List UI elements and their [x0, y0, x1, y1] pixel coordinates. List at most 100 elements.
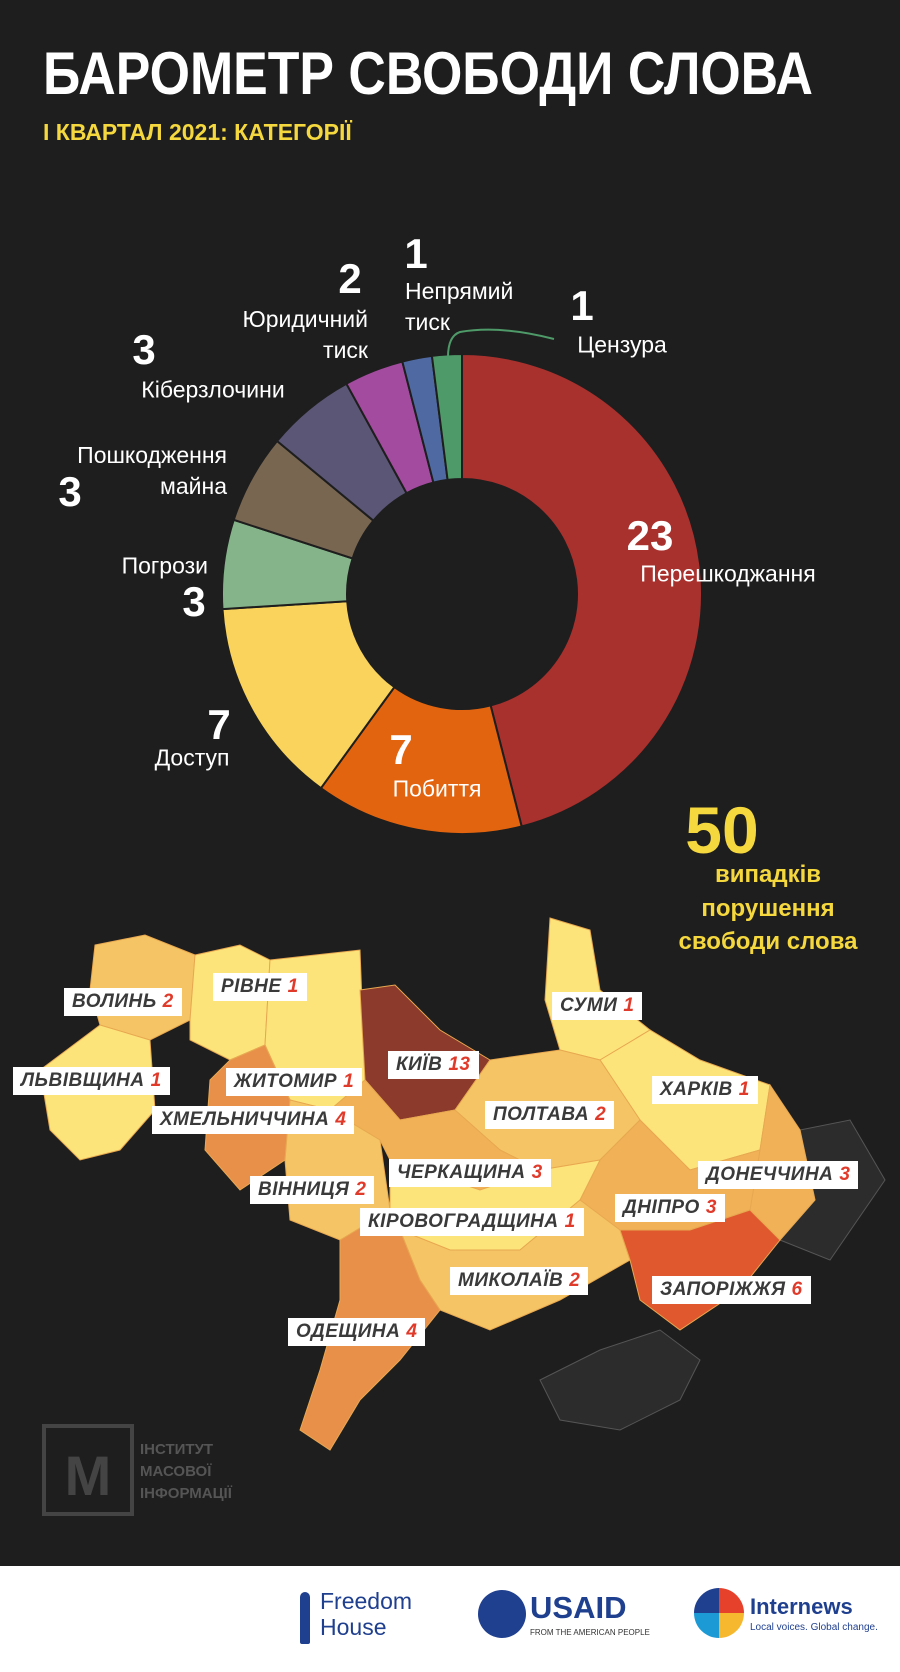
category-label: Погрози — [121, 552, 208, 579]
region-label: ХМЕЛЬНИЧЧИНА 4 — [152, 1106, 355, 1134]
region-label: ХАРКІВ 1 — [652, 1076, 758, 1104]
seal-icon — [478, 1590, 526, 1638]
total-value: 50 — [685, 793, 759, 867]
region-label: ЗАПОРІЖЖЯ 6 — [652, 1276, 811, 1304]
region-name: ЧЕРКАЩИНА — [397, 1162, 526, 1183]
region-name: РІВНЕ — [221, 976, 282, 997]
region-name: МИКОЛАЇВ — [458, 1270, 564, 1291]
data-label: 7 — [389, 726, 413, 773]
region-name: ДНІПРО — [623, 1197, 700, 1218]
region-value: 1 — [623, 995, 635, 1016]
region-name: ЛЬВІВЩИНА — [21, 1070, 145, 1091]
region — [544, 917, 651, 1061]
chart-subtitle: І КВАРТАЛ 2021: КАТЕГОРІЇ — [43, 119, 352, 145]
region-value: 2 — [595, 1104, 607, 1125]
donut-slice — [319, 685, 523, 835]
watermark-text: МАСОВОЇ — [140, 1463, 212, 1480]
data-label: 1 — [404, 230, 428, 277]
total-caption: порушення — [701, 894, 835, 922]
region-label: ДНІПРО 3 — [615, 1194, 725, 1222]
region-value: 2 — [355, 1179, 367, 1200]
watermark-icon: M — [65, 1444, 112, 1507]
logo-subtext: FROM THE AMERICAN PEOPLE — [530, 1628, 650, 1637]
region-label: ОДЕЩИНА 4 — [288, 1318, 426, 1346]
watermark-text: ІНСТИТУТ — [140, 1441, 214, 1458]
region-value: 3 — [839, 1164, 851, 1185]
region — [284, 1099, 391, 1241]
region-label: КІРОВОГРАДЩИНА 1 — [360, 1208, 584, 1236]
category-label: Цензура — [577, 331, 667, 358]
region-label: ЧЕРКАЩИНА 3 — [389, 1159, 551, 1187]
region-name: КИЇВ — [396, 1054, 443, 1075]
watermark-text: ІНФОРМАЦІЇ — [140, 1485, 232, 1502]
region-label: КИЇВ 13 — [388, 1051, 479, 1079]
region-label: МИКОЛАЇВ 2 — [450, 1267, 589, 1295]
region-label: СУМИ 1 — [552, 992, 643, 1020]
category-label: Юридичний тиск — [242, 306, 368, 363]
footer: Freedom House USAID FROM THE AMERICAN PE… — [0, 1566, 900, 1672]
region-name: ХАРКІВ — [660, 1079, 733, 1100]
region-value: 2 — [569, 1270, 581, 1291]
region-value: 2 — [162, 991, 174, 1012]
total-caption: випадків — [714, 861, 822, 888]
region-name: ВОЛИНЬ — [72, 991, 157, 1012]
region-name: СУМИ — [560, 995, 618, 1016]
torch-icon — [300, 1592, 310, 1644]
region-name: ДОНЕЧЧИНА — [706, 1164, 834, 1185]
region-name: ОДЕЩИНА — [296, 1321, 401, 1342]
region-name: ЖИТОМИР — [234, 1071, 338, 1092]
region-value: 3 — [531, 1162, 543, 1183]
data-label: 3 — [132, 326, 156, 373]
donut-slice — [221, 600, 396, 790]
occupied-area — [539, 1329, 701, 1431]
region-name: КІРОВОГРАДЩИНА — [368, 1211, 559, 1232]
region-name: ХМЕЛЬНИЧЧИНА — [160, 1109, 330, 1130]
data-label: 3 — [58, 468, 82, 515]
data-label: 7 — [207, 701, 231, 748]
category-label: Перешкоджання — [640, 560, 816, 587]
category-label: Пошкодження майна — [77, 442, 227, 499]
total-caption: свободи слова — [678, 928, 858, 955]
globe-icon — [694, 1588, 744, 1638]
region-value: 1 — [150, 1070, 162, 1091]
leader-line — [447, 328, 555, 358]
region-label: ЖИТОМИР 1 — [226, 1068, 363, 1096]
category-label: Побиття — [392, 775, 482, 802]
data-label: 23 — [626, 512, 674, 559]
donut — [221, 352, 703, 835]
logo-text: Internews — [750, 1594, 853, 1619]
donut-slice — [461, 352, 703, 828]
watermark-logo — [42, 1424, 134, 1516]
category-label: Кіберзлочини — [141, 376, 285, 403]
region-value: 3 — [705, 1197, 717, 1218]
logo-text: House — [320, 1614, 387, 1640]
region-label: РІВНЕ 1 — [213, 973, 307, 1001]
data-label: 1 — [570, 282, 594, 329]
region-label: ДОНЕЧЧИНА 3 — [698, 1161, 859, 1189]
region-value: 1 — [564, 1211, 576, 1232]
region-value: 1 — [738, 1079, 750, 1100]
region-label: ПОЛТАВА 2 — [485, 1101, 615, 1129]
region-name: ЗАПОРІЖЖЯ — [660, 1279, 786, 1300]
category-label: Доступ — [154, 744, 230, 771]
region-label: ВОЛИНЬ 2 — [64, 988, 182, 1016]
region-value: 6 — [791, 1279, 803, 1300]
donut-slice — [430, 352, 463, 482]
logo-text: Freedom — [320, 1588, 413, 1614]
region-label: ВІННИЦЯ 2 — [250, 1176, 375, 1204]
data-label: 2 — [338, 255, 362, 302]
region-value: 4 — [406, 1321, 418, 1342]
region-label: ЛЬВІВЩИНА 1 — [13, 1067, 170, 1095]
data-label: 3 — [182, 578, 206, 625]
region-value: 1 — [343, 1071, 355, 1092]
region-value: 4 — [335, 1109, 347, 1130]
region-name: ВІННИЦЯ — [258, 1179, 350, 1200]
chart-title: БАРОМЕТР СВОБОДИ СЛОВА — [43, 40, 813, 107]
region — [189, 944, 271, 1061]
region-name: ПОЛТАВА — [493, 1104, 590, 1125]
category-label: Непрямий тиск — [405, 278, 514, 335]
logo-text: USAID — [530, 1590, 627, 1625]
region-value: 13 — [448, 1054, 471, 1075]
logo-subtext: Local voices. Global change. — [750, 1622, 878, 1633]
